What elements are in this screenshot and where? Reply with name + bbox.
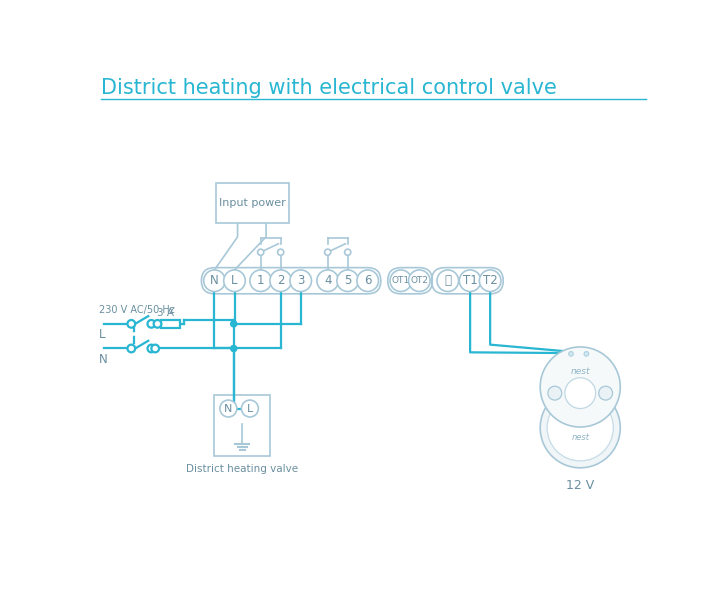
Circle shape <box>151 345 159 352</box>
Circle shape <box>548 386 562 400</box>
Text: N: N <box>224 403 232 413</box>
Text: L: L <box>232 274 238 287</box>
Circle shape <box>231 321 237 327</box>
FancyBboxPatch shape <box>388 268 432 294</box>
Circle shape <box>231 345 237 352</box>
Circle shape <box>220 400 237 417</box>
Circle shape <box>565 378 596 409</box>
Circle shape <box>540 388 620 468</box>
Text: N: N <box>99 353 108 366</box>
Text: nest: nest <box>571 367 590 376</box>
Text: Input power: Input power <box>219 198 286 208</box>
Bar <box>216 183 289 223</box>
Circle shape <box>547 394 614 461</box>
Circle shape <box>337 270 358 292</box>
Circle shape <box>148 345 155 352</box>
Circle shape <box>479 270 501 292</box>
Text: 2: 2 <box>277 274 285 287</box>
Circle shape <box>357 270 379 292</box>
Circle shape <box>408 270 430 292</box>
Circle shape <box>242 400 258 417</box>
Text: L: L <box>99 328 106 341</box>
Text: ⏚: ⏚ <box>444 274 451 287</box>
Circle shape <box>437 270 459 292</box>
Circle shape <box>204 270 225 292</box>
Text: District heating with electrical control valve: District heating with electrical control… <box>100 78 556 98</box>
Circle shape <box>154 320 162 328</box>
Text: 6: 6 <box>364 274 371 287</box>
Circle shape <box>148 320 155 328</box>
Text: nest: nest <box>571 432 589 441</box>
Text: District heating valve: District heating valve <box>186 464 298 474</box>
Text: 12 V: 12 V <box>566 479 594 492</box>
Circle shape <box>270 270 291 292</box>
Circle shape <box>598 386 612 400</box>
Text: 3: 3 <box>297 274 304 287</box>
Circle shape <box>459 270 481 292</box>
Circle shape <box>223 270 245 292</box>
Text: L: L <box>247 403 253 413</box>
Text: 230 V AC/50 Hz: 230 V AC/50 Hz <box>99 305 175 315</box>
Circle shape <box>290 270 312 292</box>
Circle shape <box>277 249 284 255</box>
Text: T1: T1 <box>463 274 478 287</box>
FancyBboxPatch shape <box>432 268 503 294</box>
Text: OT2: OT2 <box>411 276 428 285</box>
Circle shape <box>540 347 620 427</box>
Circle shape <box>569 352 574 356</box>
Circle shape <box>584 352 589 356</box>
Text: 4: 4 <box>324 274 331 287</box>
Text: 5: 5 <box>344 274 352 287</box>
Circle shape <box>317 270 339 292</box>
Circle shape <box>344 249 351 255</box>
Bar <box>162 320 180 328</box>
Circle shape <box>250 270 272 292</box>
Circle shape <box>258 249 264 255</box>
Circle shape <box>325 249 331 255</box>
Circle shape <box>127 320 135 328</box>
Text: 3 A: 3 A <box>157 308 174 318</box>
Text: 1: 1 <box>257 274 264 287</box>
Text: OT1: OT1 <box>392 276 410 285</box>
FancyBboxPatch shape <box>202 268 381 294</box>
Text: N: N <box>210 274 219 287</box>
Circle shape <box>127 345 135 352</box>
Text: T2: T2 <box>483 274 497 287</box>
Circle shape <box>390 270 411 292</box>
Bar <box>215 394 270 456</box>
